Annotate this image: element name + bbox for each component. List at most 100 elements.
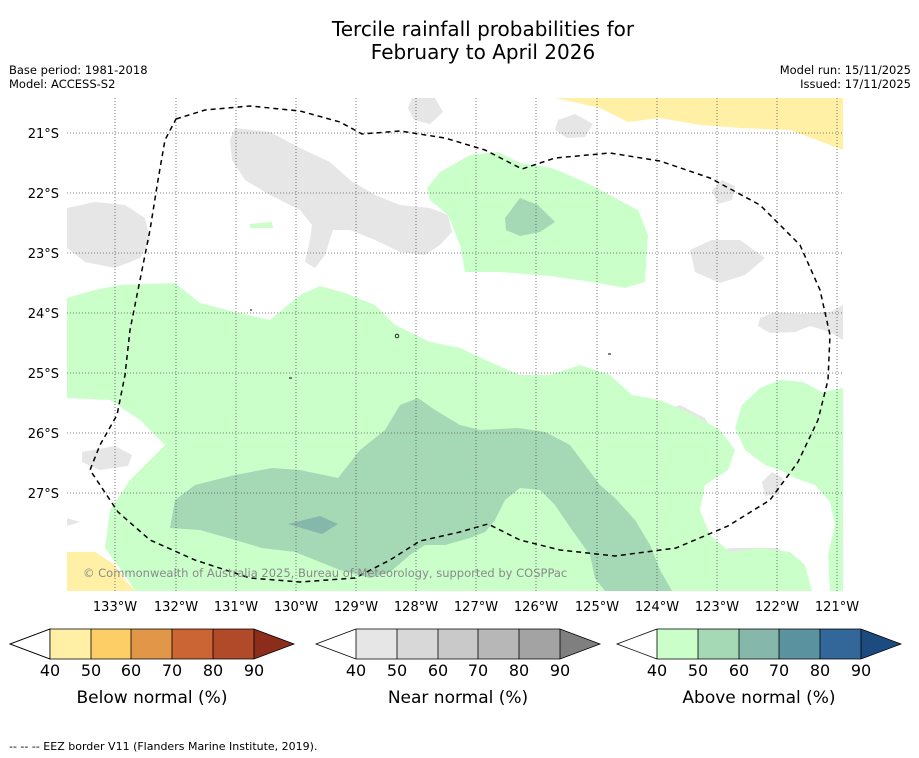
lat-label: 26°S: [28, 427, 59, 442]
colorbar-below-label: Below normal (%): [77, 688, 228, 708]
colorbar-above-swatch: [698, 629, 739, 659]
colorbar-below-swatch: [172, 629, 213, 659]
above-normal-region-w3: [250, 222, 273, 228]
colorbar-near-swatch: [438, 629, 478, 659]
colorbar-tick: 60: [729, 661, 749, 680]
colorbar-near-swatch: [397, 629, 438, 659]
colorbar-below-swatch: [131, 629, 172, 659]
lon-label: 131°W: [214, 600, 258, 615]
colorbar-tick: 50: [387, 661, 407, 680]
eez-border: [89, 105, 831, 583]
lon-label: 133°W: [93, 600, 137, 615]
colorbar-below-low-arrow: [8, 628, 51, 660]
lon-label: 128°W: [394, 600, 438, 615]
base-period: Base period: 1981-2018: [9, 63, 148, 77]
colorbar-below-high-arrow: [254, 629, 294, 659]
lat-label: 23°S: [28, 247, 59, 262]
colorbar-above-low-arrow: [617, 629, 657, 659]
colorbar-tick: 70: [162, 661, 182, 680]
island-marker: [394, 333, 400, 339]
lon-label: 127°W: [454, 600, 498, 615]
colorbar-tick: 60: [428, 661, 448, 680]
colorbar-tick: 40: [40, 661, 60, 680]
colorbar-tick: 90: [851, 661, 871, 680]
lon-label: 125°W: [575, 600, 619, 615]
lat-labels: 21°S 22°S 23°S 24°S 25°S 26°S 27°S: [28, 127, 59, 502]
colorbar-below-swatch: [213, 629, 254, 659]
colorbar-above-swatch: [657, 629, 698, 659]
colorbar-below: 40 50 60 70 80 90 Below normal (%): [8, 628, 296, 708]
island-markers: [250, 309, 611, 379]
lon-label: 126°W: [514, 600, 558, 615]
lon-label: 121°W: [815, 600, 859, 615]
colorbar-below-swatch: [91, 629, 131, 659]
model-run: Model run: 15/11/2025: [779, 63, 911, 77]
lat-label: 24°S: [28, 307, 59, 322]
lon-label: 130°W: [274, 600, 318, 615]
colorbar-tick: 80: [810, 661, 830, 680]
colorbar-below-swatch: [50, 629, 91, 659]
title-line-1: Tercile rainfall probabilities for: [331, 17, 635, 41]
lat-label: 21°S: [28, 127, 59, 142]
copyright-text: © Commonwealth of Australia 2025, Bureau…: [83, 566, 567, 580]
near-normal-region-nw: [230, 128, 452, 268]
lon-label: 129°W: [334, 600, 378, 615]
gridlines: [67, 98, 843, 591]
lon-label: 122°W: [755, 600, 799, 615]
colorbar-tick: 40: [346, 661, 366, 680]
colorbar-near-swatch: [478, 629, 519, 659]
near-normal-region-w2: [82, 446, 132, 470]
colorbar-near-low-arrow: [316, 629, 356, 659]
colorbar-near-high-arrow: [560, 629, 600, 659]
near-normal-region-e1: [712, 180, 735, 204]
map-area: [67, 98, 843, 591]
colorbar-above-high-arrow: [861, 629, 901, 659]
near-normal-region-e2: [690, 240, 765, 283]
colorbar-tick: 70: [468, 661, 488, 680]
colorbar-tick: 80: [203, 661, 223, 680]
model-name: Model: ACCESS-S2: [9, 77, 116, 91]
colorbar-tick: 60: [121, 661, 141, 680]
title-line-2: February to April 2026: [370, 40, 596, 64]
meta-right: Model run: 15/11/2025 Issued: 17/11/2025: [780, 63, 911, 91]
colorbar-above-swatch: [739, 629, 779, 659]
above-normal-60-region: [288, 516, 338, 534]
meta-left: Base period: 1981-2018 Model: ACCESS-S2: [9, 63, 148, 91]
colorbar-tick: 90: [244, 661, 264, 680]
lon-label: 124°W: [635, 600, 679, 615]
colorbar-tick: 40: [647, 661, 667, 680]
colorbar-tick: 70: [769, 661, 789, 680]
colorbar-above-swatch: [779, 629, 820, 659]
colorbar-near-swatch: [519, 629, 560, 659]
colorbar-tick: 50: [688, 661, 708, 680]
lat-label: 27°S: [28, 487, 59, 502]
colorbar-above: 40 50 60 70 80 90 Above normal (%): [615, 628, 903, 708]
lat-label: 25°S: [28, 367, 59, 382]
below-normal-region-ne: [555, 98, 843, 150]
near-normal-region-sw2: [67, 518, 80, 526]
colorbar-near: 40 50 60 70 80 90 Near normal (%): [314, 628, 602, 708]
below-normal-region-sw: [67, 552, 135, 591]
colorbar-above-swatch: [820, 629, 861, 659]
near-normal-region-n2: [555, 114, 593, 138]
near-normal-region-w: [67, 202, 150, 268]
lon-labels: 133°W 132°W 131°W 130°W 129°W 128°W 127°…: [93, 600, 859, 615]
map-title: Tercile rainfall probabilities for Febru…: [0, 18, 919, 64]
colorbar-tick: 50: [81, 661, 101, 680]
colorbar-above-label: Above normal (%): [682, 688, 835, 708]
colorbar-tick: 80: [509, 661, 529, 680]
above-normal-region-e: [735, 380, 843, 591]
near-normal-region-e3: [758, 305, 843, 340]
colorbar-near-label: Near normal (%): [388, 688, 528, 708]
issued-date: Issued: 17/11/2025: [800, 77, 911, 91]
footer-note: -- -- -- EEZ border V11 (Flanders Marine…: [9, 740, 318, 753]
above-normal-50-region-n: [505, 198, 555, 236]
near-normal-region-n1: [408, 98, 443, 124]
lat-label: 22°S: [28, 187, 59, 202]
colorbar-tick: 90: [550, 661, 570, 680]
near-normal-region-se2: [762, 472, 783, 496]
colorbar-near-swatch: [356, 629, 397, 659]
lon-label: 123°W: [695, 600, 739, 615]
lon-label: 132°W: [154, 600, 198, 615]
